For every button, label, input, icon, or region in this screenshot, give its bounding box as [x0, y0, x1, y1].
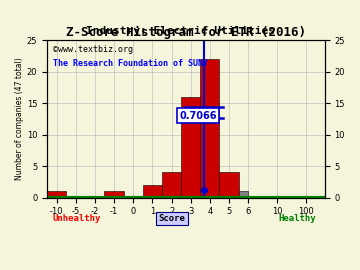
Y-axis label: Number of companies (47 total): Number of companies (47 total): [15, 58, 24, 180]
Bar: [181, 97, 200, 198]
Title: Z-Score Histogram for ETR (2016): Z-Score Histogram for ETR (2016): [66, 26, 306, 39]
Text: ©www.textbiz.org: ©www.textbiz.org: [53, 45, 132, 54]
Text: Score: Score: [158, 214, 185, 223]
Text: Industry: Electric Utilities: Industry: Electric Utilities: [86, 26, 275, 36]
Text: The Research Foundation of SUNY: The Research Foundation of SUNY: [53, 59, 208, 68]
Bar: [219, 172, 239, 198]
Bar: [104, 191, 123, 198]
Bar: [47, 191, 66, 198]
Text: Unhealthy: Unhealthy: [53, 214, 101, 223]
Bar: [162, 172, 181, 198]
Text: 0.7066: 0.7066: [179, 111, 217, 121]
Bar: [200, 59, 219, 198]
Bar: [143, 185, 162, 198]
Text: Healthy: Healthy: [279, 214, 316, 223]
Bar: [239, 191, 248, 198]
